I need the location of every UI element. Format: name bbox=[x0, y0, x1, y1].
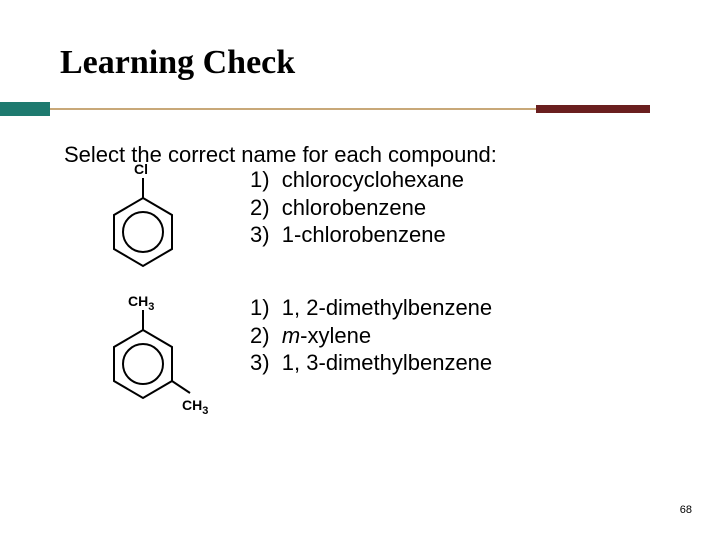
slide: Learning Check Select the correct name f… bbox=[0, 0, 720, 540]
option-text: 1-chlorobenzene bbox=[282, 222, 446, 247]
option-text: 1, 3-dimethylbenzene bbox=[282, 350, 492, 375]
option-b3: 3) 1, 3-dimethylbenzene bbox=[250, 349, 492, 377]
compound-b-structure: CH3 CH3 bbox=[88, 292, 228, 442]
option-a3: 3) 1-chlorobenzene bbox=[250, 221, 464, 249]
option-a2: 2) chlorobenzene bbox=[250, 194, 464, 222]
chlorine-label: Cl bbox=[134, 161, 148, 177]
option-number: 1) bbox=[250, 167, 270, 192]
option-b1: 1) 1, 2-dimethylbenzene bbox=[250, 294, 492, 322]
compound-a-options: 1) chlorocyclohexane 2) chlorobenzene 3)… bbox=[250, 166, 464, 249]
compound-b-options: 1) 1, 2-dimethylbenzene 2) m-xylene 3) 1… bbox=[250, 294, 492, 377]
option-text: chlorocyclohexane bbox=[282, 167, 464, 192]
option-number: 3) bbox=[250, 222, 270, 247]
option-number: 1) bbox=[250, 295, 270, 320]
option-number: 3) bbox=[250, 350, 270, 375]
option-number: 2) bbox=[250, 195, 270, 220]
option-a1: 1) chlorocyclohexane bbox=[250, 166, 464, 194]
compound-a-structure: Cl bbox=[98, 160, 188, 275]
methyl-lr-label: CH3 bbox=[182, 397, 208, 417]
page-number: 68 bbox=[680, 504, 692, 516]
slide-title: Learning Check bbox=[60, 44, 295, 82]
option-number: 2) bbox=[250, 323, 270, 348]
option-italic: m bbox=[282, 323, 300, 348]
tan-underline bbox=[50, 108, 536, 110]
methyl-top-label: CH3 bbox=[128, 293, 154, 313]
option-text: chlorobenzene bbox=[282, 195, 426, 220]
option-text: -xylene bbox=[300, 323, 371, 348]
option-text: 1, 2-dimethylbenzene bbox=[282, 295, 492, 320]
teal-accent-bar bbox=[0, 102, 50, 116]
option-b2: 2) m-xylene bbox=[250, 322, 492, 350]
maroon-accent-bar bbox=[536, 105, 650, 113]
